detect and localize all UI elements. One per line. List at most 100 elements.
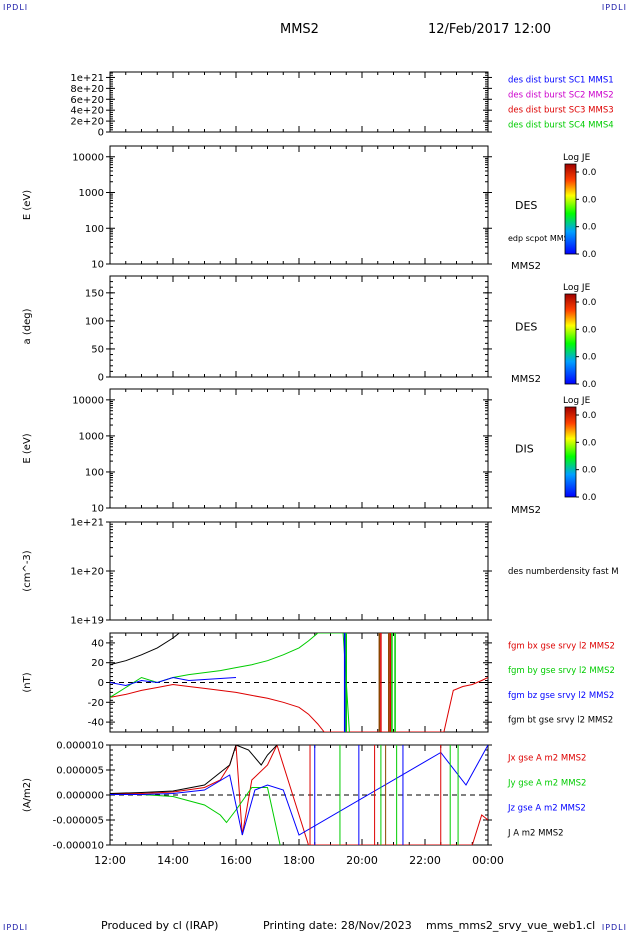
corner-mark-top-right: IPDLI <box>601 3 627 12</box>
y-tick-label: 8e+20 <box>70 84 104 95</box>
panel-frame <box>109 145 489 265</box>
legend-entry: des dist burst SC3 MMS3 <box>508 106 614 116</box>
colorbar-tick-label: 0.0 <box>582 223 597 233</box>
panel-frame <box>109 275 489 378</box>
panel-fgm: -40 -20 0 20 40 (nT) fgm bx gse srvy l2 MMS2 fg… <box>22 632 615 733</box>
y-axis-title: a (deg) <box>22 308 33 344</box>
series-group <box>110 633 488 732</box>
series-line-1 <box>110 787 281 845</box>
x-axis: 12:00 14:00 16:00 18:00 20:00 22:00 00:00 <box>94 854 504 867</box>
colorbar-tick-label: 0.0 <box>582 438 597 448</box>
x-tick-label: 20:00 <box>346 854 378 867</box>
legend-entry: des dist burst SC2 MMS2 <box>508 91 614 101</box>
panel-frame <box>109 521 489 621</box>
date-time: 12/Feb/2017 12:00 <box>428 22 551 37</box>
y-tick-label: -20 <box>88 698 104 709</box>
legend-entry: fgm by gse srvy l2 MMS2 <box>508 666 615 676</box>
y-axis-title: E (eV) <box>22 433 33 463</box>
colorbar-tick-label: 0.0 <box>582 493 597 503</box>
x-tick-label: 14:00 <box>157 854 189 867</box>
y-tick-label: 10000 <box>72 395 104 406</box>
y-tick-label: 1e+21 <box>70 73 104 84</box>
y-tick-label: -0.000010 <box>53 841 104 852</box>
colorbar-tick-label: 0.0 <box>582 195 597 205</box>
instrument-label: DES <box>515 321 537 334</box>
spacecraft-sublabel: MMS2 <box>511 374 541 385</box>
y-tick-label: 6e+20 <box>70 95 104 106</box>
series-line-0 <box>110 677 488 732</box>
series-group <box>110 745 488 845</box>
panel-frame <box>109 388 489 509</box>
y-tick-label: 0.000000 <box>56 791 104 802</box>
legend-entry: des dist burst SC4 MMS4 <box>508 121 614 131</box>
colorbar-tick-label: 0.0 <box>582 353 597 363</box>
y-tick-label: 10 <box>91 504 104 515</box>
colorbar-tick-label: 0.0 <box>582 411 597 421</box>
spacecraft-sublabel: MMS2 <box>511 505 541 516</box>
y-tick-label: 1000 <box>79 188 104 199</box>
legend-entry: fgm bt gse srvy l2 MMS2 <box>508 716 613 726</box>
panel-density: 1e+19 1e+20 1e+21 (cm^-3) des numberdensity … <box>22 518 619 627</box>
corner-mark-bottom-left: IPDLI <box>3 923 29 932</box>
printing-date: Printing date: 28/Nov/2023 <box>263 919 412 932</box>
y-tick-label: 1e+21 <box>70 518 104 529</box>
colorbar-tick-label: 0.0 <box>582 380 597 390</box>
y-tick-label: 2e+20 <box>70 117 104 128</box>
y-tick-label: 40 <box>91 638 104 649</box>
y-tick-label: -40 <box>88 718 104 729</box>
y-tick-label: 0 <box>98 128 104 139</box>
panel-des-energy: 10 100 1000 10000 E (eV) DES MMS2 edp scpot MMS… <box>22 145 597 272</box>
y-axis-title: (cm^-3) <box>22 550 33 591</box>
legend-entry: Jy gse A m2 MMS2 <box>507 779 586 789</box>
colorbar-tick-label: 0.0 <box>582 250 597 260</box>
spacecraft-sublabel: MMS2 <box>511 261 541 272</box>
panel-dis-energy: 10 100 1000 10000 E (eV) DIS MMS2 Log JE 0.0 0.0 0… <box>22 388 597 516</box>
panel-frame <box>109 71 489 133</box>
fgm-spikes <box>343 633 396 732</box>
overlay-label: edp scpot MMS2 <box>508 234 574 243</box>
y-tick-label: 10 <box>91 260 104 271</box>
colorbar-tick-label: 0.0 <box>582 466 597 476</box>
x-tick-label: 12:00 <box>94 854 126 867</box>
panel-current-density: -0.000010 -0.000005 0.000000 0.000005 0.0000… <box>22 741 586 852</box>
series-line-2 <box>110 676 237 687</box>
legend-entry: Jx gse A m2 MMS2 <box>507 754 586 764</box>
y-tick-label: 1e+19 <box>70 616 104 627</box>
x-tick-label: 00:00 <box>472 854 504 867</box>
y-tick-label: 100 <box>85 467 104 478</box>
colorbar-icon <box>564 163 577 255</box>
colorbar-icon <box>564 293 577 385</box>
y-tick-label: 100 <box>85 224 104 235</box>
y-tick-label: 0.000005 <box>56 766 104 777</box>
colorbar-title: Log JE <box>563 396 591 406</box>
y-tick-label: 50 <box>91 344 104 355</box>
corner-mark-bottom-right: IPDLI <box>601 923 627 932</box>
x-tick-label: 22:00 <box>409 854 441 867</box>
current-spikes <box>309 745 459 845</box>
instrument-label: DES <box>515 199 537 212</box>
series-line-3 <box>110 633 180 666</box>
produced-by: Produced by cl (IRAP) <box>101 919 219 932</box>
y-tick-label: 0 <box>98 678 104 689</box>
colorbar-title: Log JE <box>563 283 591 293</box>
legend-entry: fgm bx gse srvy l2 MMS2 <box>508 641 615 651</box>
colorbar-tick-label: 0.0 <box>582 168 597 178</box>
y-tick-label: 4e+20 <box>70 106 104 117</box>
y-tick-label: 1000 <box>79 431 104 442</box>
y-tick-label: -0.000005 <box>53 816 104 827</box>
corner-mark-top-left: IPDLI <box>3 3 29 12</box>
y-tick-label: 1e+20 <box>70 567 104 578</box>
y-axis-title: (nT) <box>22 672 33 692</box>
spacecraft-title: MMS2 <box>280 22 319 37</box>
y-tick-label: 100 <box>85 316 104 327</box>
colorbar-icon <box>564 406 577 498</box>
x-tick-label: 16:00 <box>220 854 252 867</box>
y-tick-label: 10000 <box>72 152 104 163</box>
series-line-3 <box>110 745 278 794</box>
colorbar-tick-label: 0.0 <box>582 325 597 335</box>
y-axis-title: E (eV) <box>22 190 33 220</box>
colorbar-title: Log JE <box>563 153 591 163</box>
x-tick-label: 18:00 <box>283 854 315 867</box>
